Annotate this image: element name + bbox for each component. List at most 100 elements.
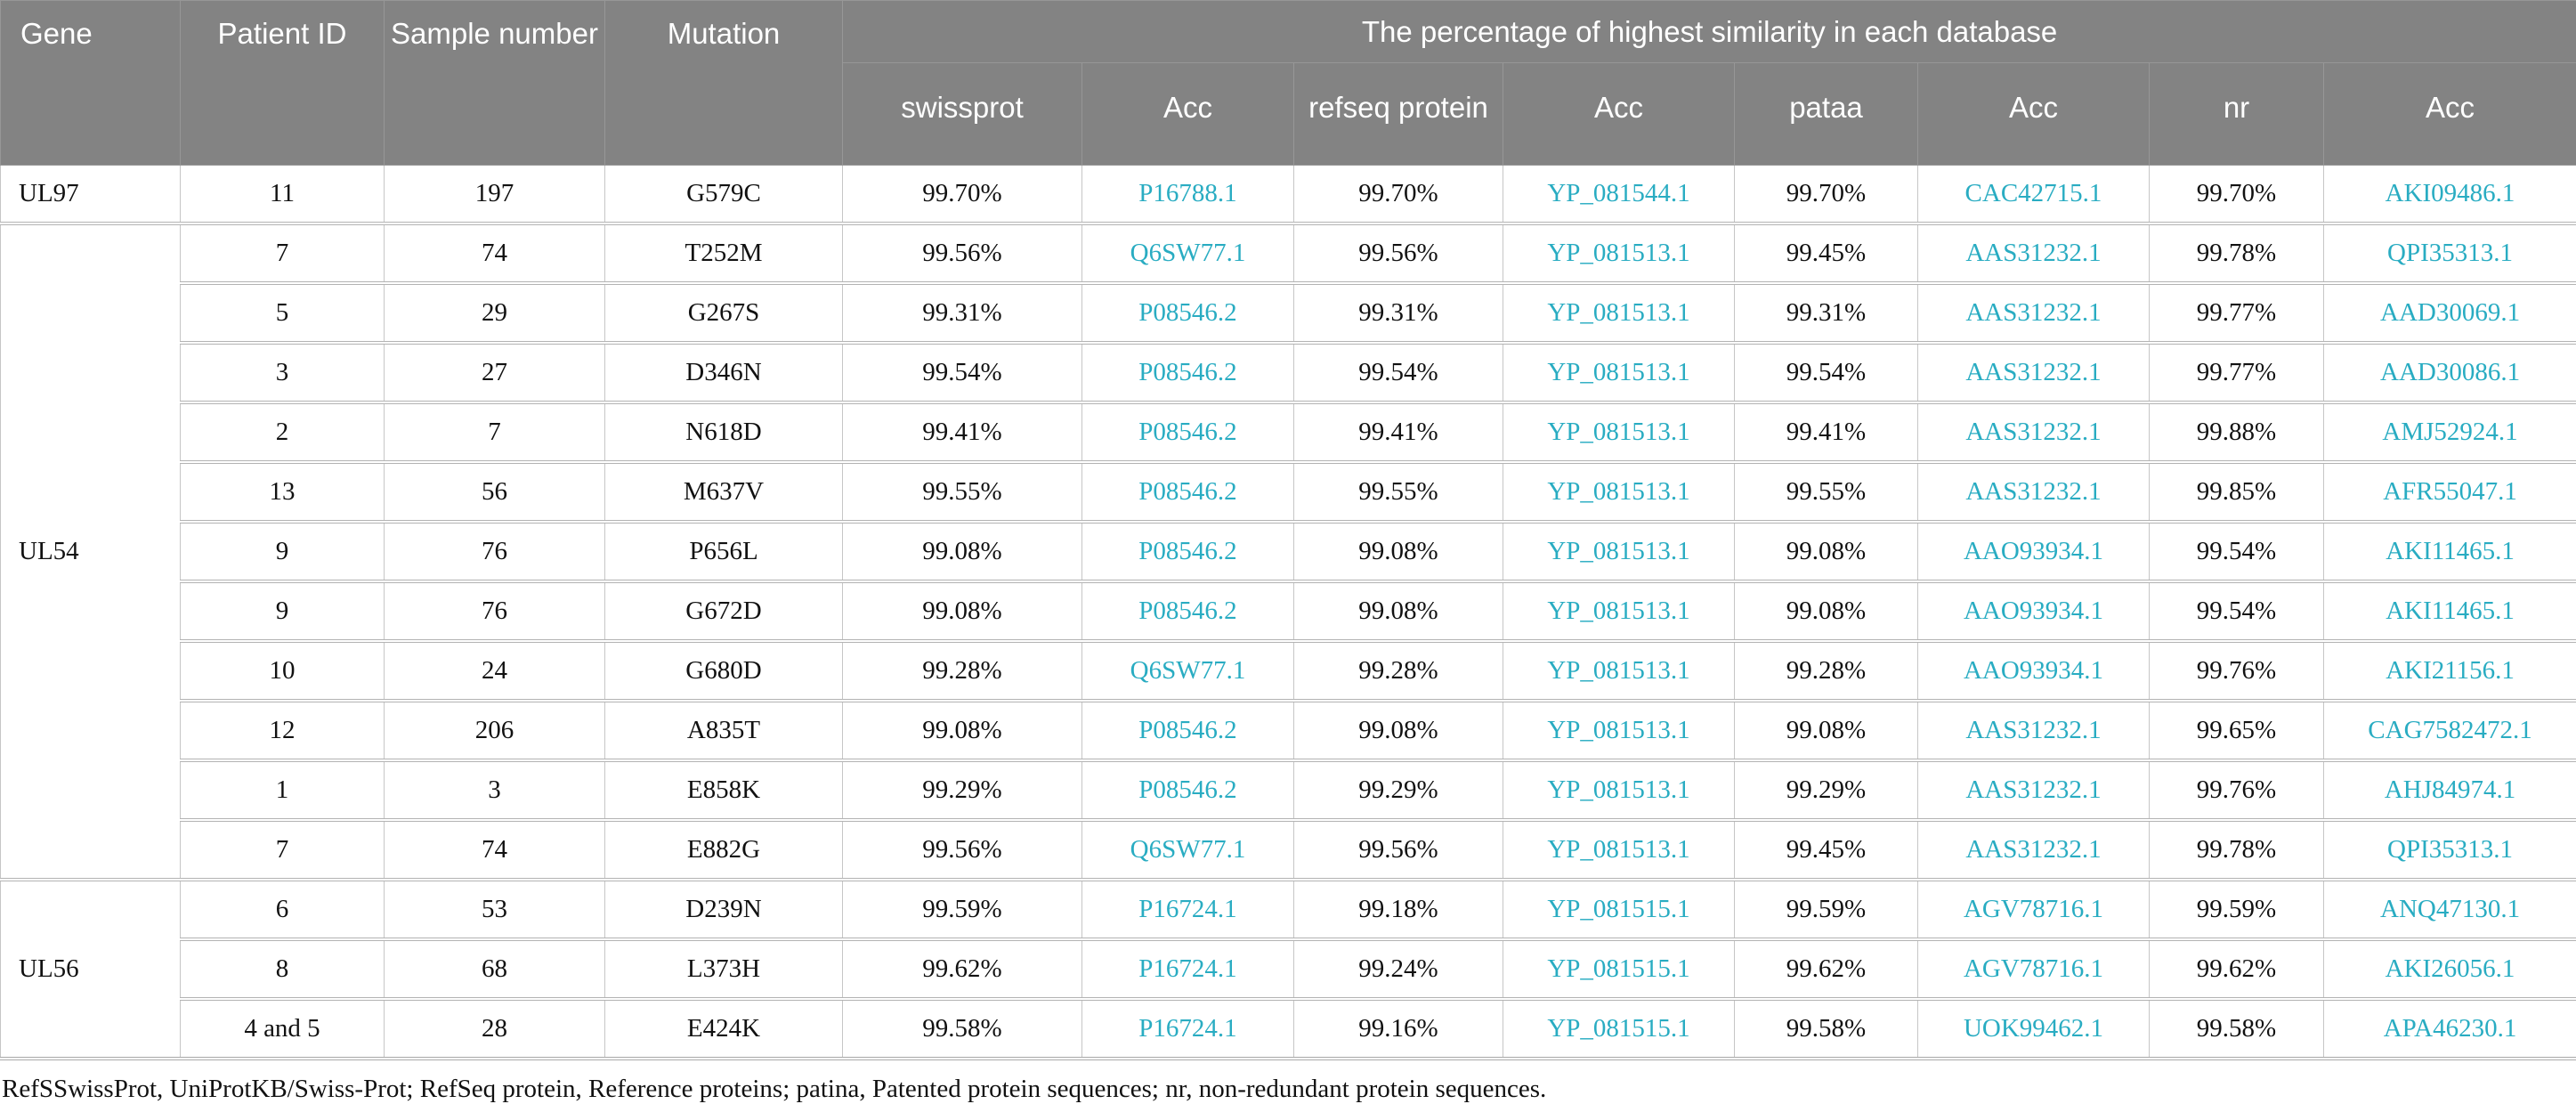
accession-link[interactable]: YP_081513.1 [1503, 581, 1735, 641]
accession-link[interactable]: P08546.2 [1082, 701, 1294, 760]
similarity-percent-cell: 99.76% [2150, 641, 2324, 701]
accession-link[interactable]: AAS31232.1 [1918, 283, 2150, 343]
similarity-percent-cell: 99.45% [1735, 820, 1918, 880]
col-header-swissprot-acc: Acc [1082, 63, 1294, 166]
accession-link[interactable]: P16788.1 [1082, 166, 1294, 224]
similarity-percent-cell: 99.76% [2150, 760, 2324, 820]
sample-number-cell: 206 [385, 701, 605, 760]
accession-link[interactable]: YP_081515.1 [1503, 880, 1735, 939]
accession-link[interactable]: YP_081513.1 [1503, 522, 1735, 581]
accession-link[interactable]: P08546.2 [1082, 760, 1294, 820]
patient-id-cell: 12 [181, 701, 385, 760]
patient-id-cell: 5 [181, 283, 385, 343]
accession-link[interactable]: AKI09486.1 [2324, 166, 2576, 224]
mutation-cell: T252M [605, 223, 843, 283]
similarity-percent-cell: 99.70% [1735, 166, 1918, 224]
patient-id-cell: 6 [181, 880, 385, 939]
mutation-cell: E882G [605, 820, 843, 880]
similarity-percent-cell: 99.77% [2150, 283, 2324, 343]
accession-link[interactable]: AAS31232.1 [1918, 701, 2150, 760]
accession-link[interactable]: AAS31232.1 [1918, 223, 2150, 283]
similarity-percent-cell: 99.41% [1294, 402, 1503, 462]
accession-link[interactable]: AAO93934.1 [1918, 522, 2150, 581]
similarity-percent-cell: 99.88% [2150, 402, 2324, 462]
accession-link[interactable]: YP_081513.1 [1503, 283, 1735, 343]
similarity-percent-cell: 99.70% [843, 166, 1082, 224]
accession-link[interactable]: QPI35313.1 [2324, 223, 2576, 283]
accession-link[interactable]: AAO93934.1 [1918, 581, 2150, 641]
accession-link[interactable]: AKI11465.1 [2324, 522, 2576, 581]
accession-link[interactable]: YP_081513.1 [1503, 820, 1735, 880]
accession-link[interactable]: AAS31232.1 [1918, 343, 2150, 402]
col-header-refseq-acc: Acc [1503, 63, 1735, 166]
col-header-sample-number: Sample number [385, 1, 605, 166]
accession-link[interactable]: AGV78716.1 [1918, 880, 2150, 939]
accession-link[interactable]: P16724.1 [1082, 939, 1294, 999]
accession-link[interactable]: P08546.2 [1082, 343, 1294, 402]
similarity-percent-cell: 99.08% [1294, 701, 1503, 760]
mutation-cell: L373H [605, 939, 843, 999]
mutation-cell: G579C [605, 166, 843, 224]
accession-link[interactable]: Q6SW77.1 [1082, 820, 1294, 880]
accession-link[interactable]: AAD30069.1 [2324, 283, 2576, 343]
sample-number-cell: 27 [385, 343, 605, 402]
accession-link[interactable]: YP_081513.1 [1503, 641, 1735, 701]
accession-link[interactable]: AAS31232.1 [1918, 462, 2150, 522]
accession-link[interactable]: YP_081544.1 [1503, 166, 1735, 224]
accession-link[interactable]: YP_081513.1 [1503, 402, 1735, 462]
mutation-cell: G672D [605, 581, 843, 641]
accession-link[interactable]: P08546.2 [1082, 283, 1294, 343]
accession-link[interactable]: YP_081515.1 [1503, 939, 1735, 999]
accession-link[interactable]: AAO93934.1 [1918, 641, 2150, 701]
accession-link[interactable]: YP_081513.1 [1503, 701, 1735, 760]
accession-link[interactable]: YP_081513.1 [1503, 462, 1735, 522]
accession-link[interactable]: AGV78716.1 [1918, 939, 2150, 999]
similarity-percent-cell: 99.54% [2150, 581, 2324, 641]
patient-id-cell: 7 [181, 223, 385, 283]
accession-link[interactable]: QPI35313.1 [2324, 820, 2576, 880]
accession-link[interactable]: YP_081513.1 [1503, 223, 1735, 283]
accession-link[interactable]: ANQ47130.1 [2324, 880, 2576, 939]
accession-link[interactable]: P08546.2 [1082, 581, 1294, 641]
similarity-percent-cell: 99.54% [1294, 343, 1503, 402]
sample-number-cell: 74 [385, 223, 605, 283]
accession-link[interactable]: P16724.1 [1082, 880, 1294, 939]
similarity-percent-cell: 99.85% [2150, 462, 2324, 522]
accession-link[interactable]: AKI26056.1 [2324, 939, 2576, 999]
patient-id-cell: 2 [181, 402, 385, 462]
accession-link[interactable]: Q6SW77.1 [1082, 641, 1294, 701]
sample-number-cell: 76 [385, 522, 605, 581]
accession-link[interactable]: CAC42715.1 [1918, 166, 2150, 224]
similarity-percent-cell: 99.08% [1294, 522, 1503, 581]
accession-link[interactable]: AFR55047.1 [2324, 462, 2576, 522]
accession-link[interactable]: YP_081513.1 [1503, 760, 1735, 820]
similarity-percent-cell: 99.28% [843, 641, 1082, 701]
similarity-table: Gene Patient ID Sample number Mutation T… [0, 0, 2576, 1060]
similarity-percent-cell: 99.41% [843, 402, 1082, 462]
accession-link[interactable]: AAD30086.1 [2324, 343, 2576, 402]
accession-link[interactable]: AAS31232.1 [1918, 760, 2150, 820]
similarity-percent-cell: 99.65% [2150, 701, 2324, 760]
accession-link[interactable]: AKI21156.1 [2324, 641, 2576, 701]
accession-link[interactable]: P08546.2 [1082, 402, 1294, 462]
similarity-percent-cell: 99.59% [1735, 880, 1918, 939]
footnote: RefSSwissProt, UniProtKB/Swiss-Prot; Ref… [2, 1075, 2576, 1104]
mutation-cell: N618D [605, 402, 843, 462]
accession-link[interactable]: Q6SW77.1 [1082, 223, 1294, 283]
accession-link[interactable]: AAS31232.1 [1918, 402, 2150, 462]
accession-link[interactable]: AHJ84974.1 [2324, 760, 2576, 820]
similarity-percent-cell: 99.55% [843, 462, 1082, 522]
accession-link[interactable]: YP_081513.1 [1503, 343, 1735, 402]
col-header-patient-id: Patient ID [181, 1, 385, 166]
accession-link[interactable]: AKI11465.1 [2324, 581, 2576, 641]
accession-link[interactable]: CAG7582472.1 [2324, 701, 2576, 760]
mutation-cell: G267S [605, 283, 843, 343]
accession-link[interactable]: AMJ52924.1 [2324, 402, 2576, 462]
accession-link[interactable]: AAS31232.1 [1918, 820, 2150, 880]
accession-link[interactable]: P08546.2 [1082, 462, 1294, 522]
accession-link[interactable]: P08546.2 [1082, 522, 1294, 581]
